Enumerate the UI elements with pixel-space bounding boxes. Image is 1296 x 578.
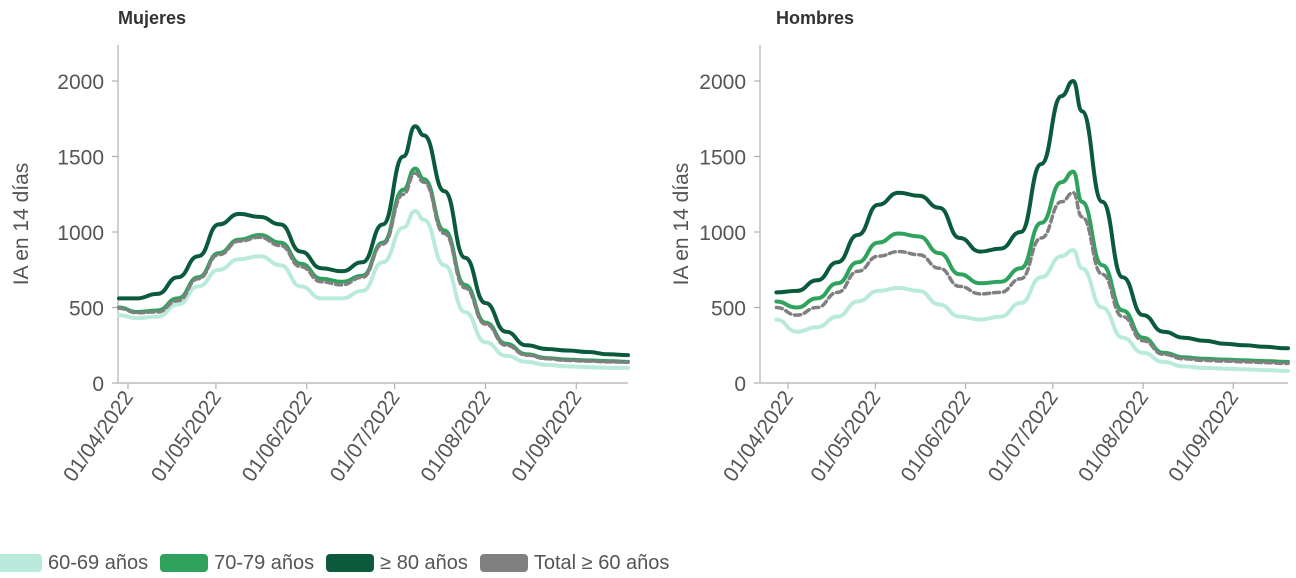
y-tick-label: 0 bbox=[92, 373, 104, 396]
y-tick-label: 2000 bbox=[57, 71, 104, 94]
y-axis-label: IA en 14 días bbox=[10, 163, 33, 286]
chart-canvas: Mujeres IA en 14 días 0 500 1000 1500 2000 01/0… bbox=[10, 8, 1290, 486]
series-line-60-69 bbox=[774, 248, 1290, 373]
x-tick-label: 01/08/2022 bbox=[1074, 387, 1153, 486]
legend-item-80-plus: ≥ 80 años bbox=[326, 552, 468, 575]
legend-item-60-69: 60-69 años bbox=[0, 552, 148, 575]
series-line-80-plus bbox=[774, 79, 1290, 351]
y-tick-label: 1000 bbox=[57, 222, 104, 245]
x-tick-label: 01/06/2022 bbox=[896, 387, 975, 486]
legend-item-70-79: 70-79 años bbox=[160, 552, 314, 575]
legend-item-total: Total ≥ 60 años bbox=[479, 551, 670, 575]
x-tick-label: 01/04/2022 bbox=[719, 387, 798, 486]
legend-label-total: Total ≥ 60 años bbox=[533, 551, 670, 574]
y-tick-label: 2000 bbox=[699, 71, 746, 94]
legend-label-70-79: 70-79 años bbox=[214, 551, 315, 574]
y-axis-label: IA en 14 días bbox=[670, 163, 693, 286]
x-tick-label: 01/05/2022 bbox=[147, 387, 226, 486]
series-line-80-plus bbox=[117, 124, 630, 358]
series-line-total bbox=[117, 171, 630, 364]
y-tick-label: 1500 bbox=[57, 147, 104, 170]
legend-swatch-60-69 bbox=[0, 554, 42, 572]
legend-swatch-80-plus bbox=[326, 554, 375, 572]
chart-panel-hombres: Hombres IA en 14 días 0 500 1000 1500 2000 01/0… bbox=[670, 8, 1290, 486]
panel-title: Hombres bbox=[776, 8, 854, 28]
x-tick-label: 01/04/2022 bbox=[59, 387, 138, 486]
x-tick-label: 01/07/2022 bbox=[984, 387, 1063, 486]
legend: 60-69 años 70-79 años ≥ 80 años Total ≥ … bbox=[0, 548, 681, 578]
legend-label-80-plus: ≥ 80 años bbox=[380, 551, 468, 574]
x-tick-label: 01/07/2022 bbox=[326, 387, 405, 486]
y-tick-label: 1500 bbox=[699, 147, 746, 170]
legend-label-60-69: 60-69 años bbox=[48, 551, 149, 574]
x-tick-label: 01/06/2022 bbox=[238, 387, 317, 486]
legend-swatch-total bbox=[479, 554, 528, 572]
x-tick-label: 01/08/2022 bbox=[416, 387, 495, 486]
series-line-70-79 bbox=[117, 166, 630, 364]
series-line-total bbox=[774, 190, 1290, 366]
series-line-60-69 bbox=[117, 208, 630, 370]
y-tick-label: 500 bbox=[69, 298, 104, 321]
chart-panel-mujeres: Mujeres IA en 14 días 0 500 1000 1500 2000 01/0… bbox=[10, 8, 630, 486]
y-tick-label: 500 bbox=[711, 298, 746, 321]
legend-swatch-70-79 bbox=[160, 554, 209, 572]
x-tick-label: 01/09/2022 bbox=[1164, 387, 1243, 486]
y-tick-label: 0 bbox=[734, 373, 746, 396]
x-tick-label: 01/09/2022 bbox=[507, 387, 586, 486]
y-tick-label: 1000 bbox=[699, 222, 746, 245]
x-tick-label: 01/05/2022 bbox=[806, 387, 885, 486]
panel-title: Mujeres bbox=[118, 8, 186, 28]
